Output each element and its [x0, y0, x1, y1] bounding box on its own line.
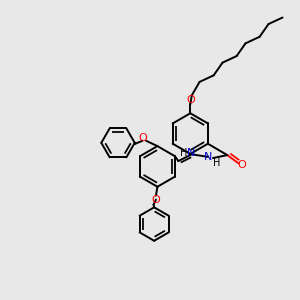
Text: O: O — [237, 160, 246, 170]
Text: H: H — [213, 158, 220, 168]
Text: O: O — [186, 95, 195, 105]
Text: N: N — [187, 148, 196, 158]
Text: N: N — [204, 152, 212, 162]
Text: O: O — [138, 134, 147, 143]
Text: H: H — [180, 148, 188, 158]
Text: O: O — [152, 195, 160, 205]
